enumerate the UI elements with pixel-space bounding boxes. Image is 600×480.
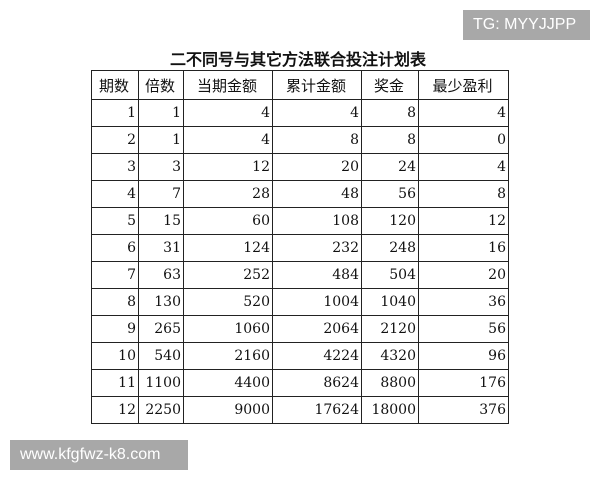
table-row: 4 7 28 48 56 8 (91, 180, 509, 208)
table-cell: 504 (361, 261, 419, 289)
table-row: 9 265 1060 2064 2120 56 (91, 315, 509, 343)
column-header: 当期金额 (183, 70, 273, 100)
table-cell: 48 (272, 180, 362, 208)
table-cell: 2160 (183, 342, 273, 370)
table-cell: 9000 (183, 396, 273, 424)
table-cell: 15 (138, 207, 184, 235)
table-cell: 4 (272, 99, 362, 127)
table-cell: 31 (138, 234, 184, 262)
column-header: 倍数 (138, 70, 184, 100)
table-cell: 36 (418, 288, 509, 316)
table-row: 7 63 252 484 504 20 (91, 261, 509, 289)
table-cell: 12 (183, 153, 273, 181)
table-row: 3 3 12 20 24 4 (91, 153, 509, 181)
table-cell: 10 (91, 342, 139, 370)
table-cell: 4400 (183, 369, 273, 397)
table-cell: 9 (91, 315, 139, 343)
table-row: 11 1100 4400 8624 8800 176 (91, 369, 509, 397)
document-title: 二不同号与其它方法联合投注计划表 (170, 50, 427, 69)
table-cell: 63 (138, 261, 184, 289)
table-cell: 16 (418, 234, 509, 262)
table-cell: 520 (183, 288, 273, 316)
table-cell: 6 (91, 234, 139, 262)
table-cell: 20 (418, 261, 509, 289)
table-cell: 232 (272, 234, 362, 262)
header-row: 期数 倍数 当期金额 累计金额 奖金 最少盈利 (91, 70, 509, 100)
table-cell: 4 (183, 99, 273, 127)
table-cell: 8624 (272, 369, 362, 397)
table-cell: 130 (138, 288, 184, 316)
table-cell: 4 (183, 126, 273, 154)
table-row: 5 15 60 108 120 12 (91, 207, 509, 235)
table-cell: 12 (91, 396, 139, 424)
column-header: 最少盈利 (418, 70, 509, 100)
column-header: 期数 (91, 70, 139, 100)
table-cell: 376 (418, 396, 509, 424)
table-cell: 8 (418, 180, 509, 208)
table-cell: 3 (138, 153, 184, 181)
table-cell: 248 (361, 234, 419, 262)
table-cell: 120 (361, 207, 419, 235)
table-cell: 1 (138, 126, 184, 154)
table-cell: 24 (361, 153, 419, 181)
table-cell: 56 (418, 315, 509, 343)
table-cell: 3 (91, 153, 139, 181)
table-cell: 56 (361, 180, 419, 208)
watermark-bottom: www.kfgfwz-k8.com (10, 440, 188, 470)
table-row: 6 31 124 232 248 16 (91, 234, 509, 262)
table-cell: 4 (418, 153, 509, 181)
table-cell: 2 (91, 126, 139, 154)
table-row: 8 130 520 1004 1040 36 (91, 288, 509, 316)
table-cell: 20 (272, 153, 362, 181)
table-cell: 12 (418, 207, 509, 235)
bet-plan-table: 期数 倍数 当期金额 累计金额 奖金 最少盈利 1 1 4 4 8 4 2 1 4 8 8 0 3 3 12 20 24 4… (91, 70, 509, 424)
table-row: 12 2250 9000 17624 18000 376 (91, 396, 509, 424)
table-cell: 4 (91, 180, 139, 208)
table-cell: 124 (183, 234, 273, 262)
table-cell: 8 (361, 126, 419, 154)
table-cell: 0 (418, 126, 509, 154)
table-cell: 28 (183, 180, 273, 208)
table-cell: 8800 (361, 369, 419, 397)
table-cell: 8 (272, 126, 362, 154)
column-header: 累计金额 (272, 70, 362, 100)
table-cell: 18000 (361, 396, 419, 424)
table-cell: 8 (91, 288, 139, 316)
table-cell: 7 (138, 180, 184, 208)
table-cell: 17624 (272, 396, 362, 424)
table-cell: 108 (272, 207, 362, 235)
table-cell: 1004 (272, 288, 362, 316)
table-cell: 252 (183, 261, 273, 289)
table-cell: 4224 (272, 342, 362, 370)
table-cell: 1 (138, 99, 184, 127)
table-cell: 1060 (183, 315, 273, 343)
column-header: 奖金 (361, 70, 419, 100)
table-cell: 265 (138, 315, 184, 343)
table-cell: 484 (272, 261, 362, 289)
table-cell: 11 (91, 369, 139, 397)
table-cell: 2064 (272, 315, 362, 343)
table-cell: 1100 (138, 369, 184, 397)
table-cell: 2120 (361, 315, 419, 343)
table-cell: 4 (418, 99, 509, 127)
table-cell: 8 (361, 99, 419, 127)
table-cell: 7 (91, 261, 139, 289)
table-row: 10 540 2160 4224 4320 96 (91, 342, 509, 370)
watermark-top: TG: MYYJJPP (463, 10, 590, 40)
table-cell: 1040 (361, 288, 419, 316)
table-cell: 4320 (361, 342, 419, 370)
table-cell: 2250 (138, 396, 184, 424)
table-cell: 5 (91, 207, 139, 235)
table-cell: 60 (183, 207, 273, 235)
table-cell: 96 (418, 342, 509, 370)
table-cell: 1 (91, 99, 139, 127)
table-cell: 540 (138, 342, 184, 370)
table-cell: 176 (418, 369, 509, 397)
